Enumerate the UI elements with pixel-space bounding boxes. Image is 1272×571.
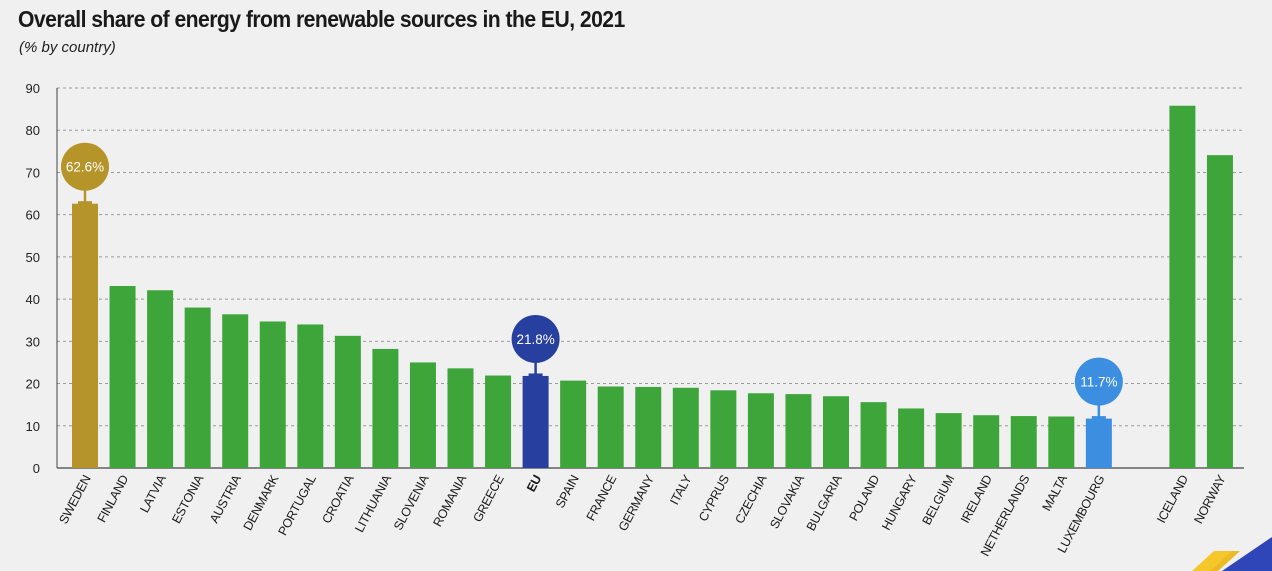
bar-portugal: [297, 324, 324, 468]
x-tick-label: MALTA: [1040, 472, 1071, 513]
corner-decoration: [1192, 537, 1272, 571]
bar-lithuania: [372, 348, 399, 468]
x-tick-label: DENMARK: [241, 472, 282, 533]
x-tick-label: IRELAND: [958, 473, 995, 526]
callout-circle: [61, 142, 109, 191]
x-tick-label: ITALY: [667, 472, 695, 507]
bar-romania: [447, 368, 474, 468]
x-tick-label: CROATIA: [319, 472, 356, 526]
data-label: 62.6%: [66, 160, 104, 175]
bar-netherlands: [1010, 416, 1037, 468]
bar-slovenia: [409, 362, 436, 468]
chart-subtitle: (% by country): [19, 39, 116, 56]
bar-sweden: [72, 203, 98, 468]
x-tick-label: ESTONIA: [169, 472, 206, 526]
bar-hungary: [898, 408, 925, 468]
bar-estonia: [184, 307, 211, 468]
callout-circle: [511, 314, 560, 363]
data-label: 11.7%: [1080, 375, 1117, 390]
x-tick-label: AUSTRIA: [207, 472, 244, 525]
chart-title: Overall share of energy from renewable s…: [18, 6, 625, 32]
y-tick-label: 60: [26, 208, 40, 223]
x-tick-label: ICELAND: [1154, 473, 1191, 526]
bar-norway: [1206, 155, 1233, 468]
bar-belgium: [935, 413, 962, 468]
x-tick-label: FRANCE: [584, 473, 620, 523]
x-tick-label: FINLAND: [95, 473, 132, 525]
bar-czechia: [747, 393, 774, 468]
x-tick-label: BULGARIA: [804, 472, 845, 533]
bar-croatia: [334, 335, 361, 468]
bar-luxembourg: [1085, 418, 1112, 468]
bar-eu: [522, 375, 549, 468]
y-tick-label: 80: [26, 123, 40, 138]
bar-france: [597, 386, 624, 468]
bar-austria: [222, 314, 249, 468]
x-tick-label: GERMANY: [616, 472, 657, 533]
bar-malta: [1048, 416, 1075, 468]
bar-denmark: [259, 321, 286, 468]
bar-finland: [109, 286, 136, 468]
y-tick-label: 10: [26, 419, 40, 434]
data-label: 21.8%: [516, 332, 554, 347]
bar-bulgaria: [823, 396, 849, 468]
x-tick-label: NORWAY: [1191, 472, 1229, 526]
y-tick-label: 70: [26, 165, 40, 180]
y-tick-label: 90: [26, 81, 40, 96]
x-tick-label: SPAIN: [553, 473, 582, 511]
bar-slovakia: [785, 394, 812, 468]
callout-circle: [1074, 357, 1123, 406]
bar-cyprus: [710, 390, 737, 468]
bar-italy: [672, 387, 699, 468]
x-tick-label: SLOVAKIA: [767, 472, 807, 531]
x-tick-label: CZECHIA: [732, 472, 770, 526]
x-tick-label: LATVIA: [137, 472, 169, 515]
x-tick-label: POLAND: [847, 473, 883, 524]
x-tick-label: GREECE: [470, 473, 506, 525]
x-tick-label: HUNGARY: [879, 472, 920, 533]
x-tick-label: SLOVENIA: [391, 472, 432, 533]
bar-spain: [560, 380, 587, 468]
y-tick-label: 30: [26, 334, 40, 349]
bar-ireland: [973, 415, 1000, 468]
x-tick-label: PORTUGAL: [276, 473, 320, 538]
y-tick-label: 50: [26, 250, 40, 265]
x-tick-label: ROMANIA: [430, 472, 469, 529]
bar-poland: [860, 402, 887, 468]
x-tick-label: SWEDEN: [56, 473, 93, 527]
bar-iceland: [1169, 105, 1196, 468]
y-tick-label: 0: [33, 461, 40, 476]
x-tick-label: LITHUANIA: [352, 472, 394, 535]
x-tick-label: BELGIUM: [920, 473, 958, 527]
bar-latvia: [147, 290, 174, 468]
y-tick-label: 40: [26, 292, 40, 307]
x-tick-label: CYPRUS: [696, 473, 732, 524]
y-tick-label: 20: [26, 377, 40, 392]
bar-greece: [485, 375, 512, 468]
x-tick-label: EU: [524, 473, 544, 495]
bar-germany: [635, 386, 662, 468]
